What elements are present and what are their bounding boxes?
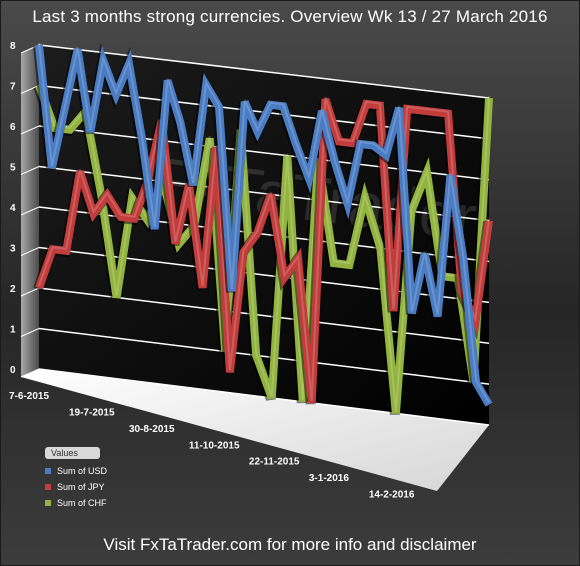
y-tick-label: 7 [10,82,16,93]
footer-text: Visit FxTaTrader.com for more info and d… [103,535,477,554]
legend-swatch-usd [45,468,51,474]
chart-title: Last 3 months strong currencies. Overvie… [32,7,548,26]
x-tick-label: 3-1-2016 [309,473,349,484]
x-tick-label: 30-8-2015 [129,424,175,435]
grid-line [38,368,490,426]
x-tick-label: 19-7-2015 [69,407,115,418]
series-line-jpy [35,97,493,404]
series-highlight-usd [38,42,490,404]
legend-label-jpy: Sum of JPY [57,482,105,492]
legend-label-chf: Sum of CHF [57,498,107,508]
legend-item-usd: Sum of USD [45,463,165,479]
y-tick-label: 2 [10,284,16,295]
y-tick-label: 6 [10,122,16,133]
series-line-chf [35,84,493,414]
x-tick-label: 22-11-2015 [249,457,300,468]
y-tick-label: 4 [10,203,16,214]
side-grid-line [20,125,40,135]
chart-floor [21,369,489,491]
y-tick-label: 8 [10,41,16,52]
series-highlight-jpy [38,96,490,401]
grid-line [38,327,490,385]
y-tick-label: 1 [10,325,16,336]
x-tick-label: 11-10-2015 [189,440,240,451]
x-tick-label: 7-6-2015 [9,391,49,402]
y-tick-label: 3 [10,244,16,255]
legend-title[interactable]: Values [45,447,100,459]
legend: Values Sum of USD Sum of JPY Sum of CHF [45,447,165,511]
grid-line [38,125,490,181]
side-grid-line [20,368,40,378]
side-grid-line [20,328,40,337]
legend-swatch-chf [45,500,51,506]
x-tick-label: 14-2-2016 [369,490,415,501]
legend-item-chf: Sum of CHF [45,495,165,511]
side-grid-line [20,287,40,297]
grid-line [38,44,490,99]
y-tick-label: 0 [10,365,16,376]
series-line-usd [35,44,493,407]
legend-swatch-jpy [45,484,51,490]
y-tick-label: 5 [10,163,16,174]
legend-label-usd: Sum of USD [57,466,108,476]
side-grid-line [20,206,40,216]
legend-item-jpy: Sum of JPY [45,479,165,495]
side-grid-line [20,166,40,175]
series-highlight-chf [38,83,490,412]
side-grid-line [20,247,40,256]
